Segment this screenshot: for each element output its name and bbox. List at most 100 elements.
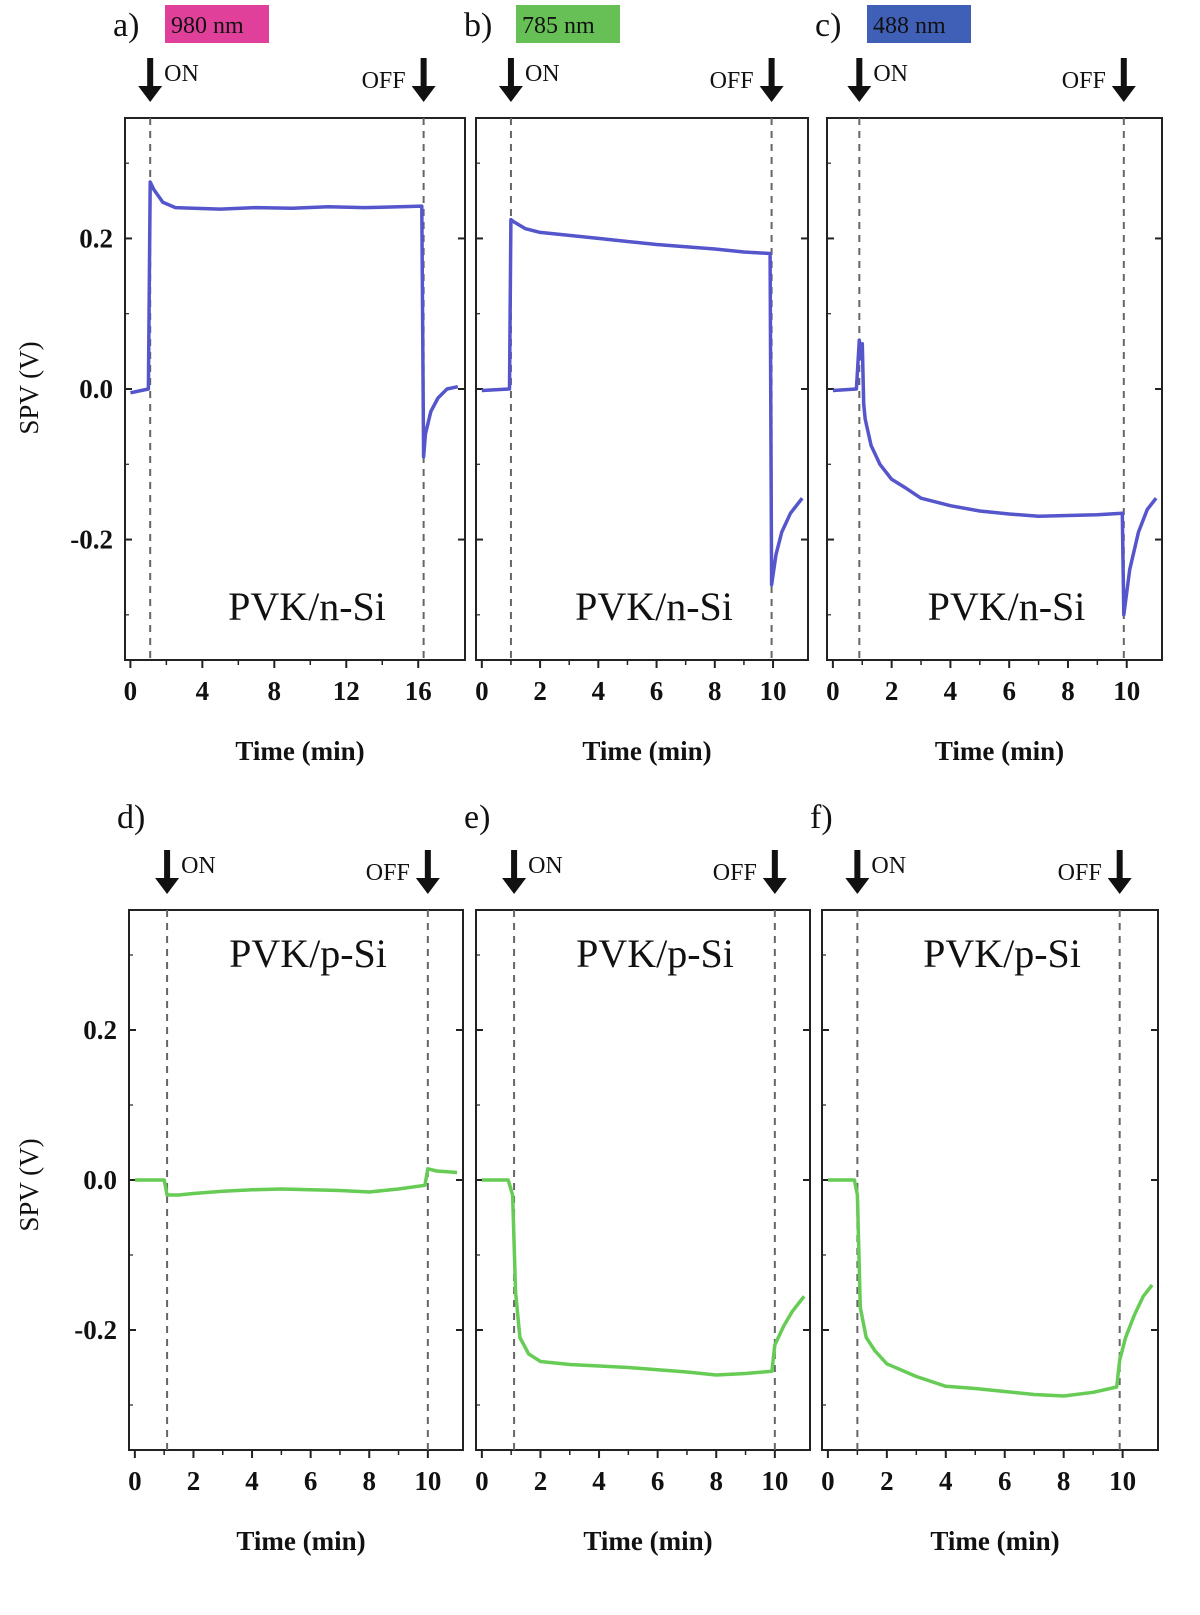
spv-series-line (130, 180, 459, 459)
off-arrow-icon (415, 850, 440, 894)
spv-series-line (481, 217, 804, 587)
x-axis-title: Time (min) (583, 1526, 712, 1556)
plot-frame (475, 117, 809, 661)
chart-panel: 0 2 4 6 8 10 Time (min) ON OFF f) PVK/p-Si (810, 799, 1159, 1556)
on-arrow-icon (138, 58, 163, 102)
on-arrow-icon (502, 850, 527, 894)
sample-label: PVK/p-Si (229, 931, 387, 976)
x-tick-label: 2 (880, 1466, 894, 1496)
plot-frame (826, 117, 1163, 661)
off-arrow-icon (762, 850, 787, 894)
x-tick-label: 10 (761, 1466, 788, 1496)
on-label: ON (181, 853, 216, 879)
x-tick-label: 10 (1113, 676, 1140, 706)
plot-frame (128, 909, 464, 1451)
on-label: ON (528, 853, 563, 879)
x-axis-title: Time (min) (935, 736, 1064, 766)
on-arrow-icon (845, 850, 870, 894)
panel-letter: f) (810, 799, 833, 836)
y-tick-label: 0.2 (83, 1015, 117, 1045)
x-tick-label: 6 (651, 1466, 665, 1496)
x-tick-label: 4 (245, 1466, 259, 1496)
spv-series-line (481, 1178, 806, 1377)
x-axis-title: Time (min) (930, 1526, 1059, 1556)
chart-panel: 0 2 4 6 8 10 Time (min) ON OFF c) 488 nm PVK/n-Si (815, 5, 1163, 766)
x-tick-label: 8 (362, 1466, 376, 1496)
plot-frame (821, 909, 1159, 1451)
wavelength-badge (867, 5, 971, 43)
chart-panel: 0 2 4 6 8 10 -0.2 0.0 0.2 Time (min) ON OFF d) PVK/p-… (74, 799, 464, 1556)
spv-series-line (832, 338, 1158, 617)
off-label: OFF (366, 860, 410, 886)
on-label: ON (873, 61, 908, 87)
spv-series-line (134, 1167, 458, 1197)
y-axis-title: SPV (V) (14, 341, 44, 434)
x-tick-label: 4 (196, 676, 210, 706)
x-tick-label: 4 (592, 676, 606, 706)
off-arrow-icon (411, 58, 436, 102)
plot-frame (124, 117, 466, 661)
x-tick-label: 10 (1109, 1466, 1136, 1496)
x-tick-label: 8 (268, 676, 282, 706)
x-tick-label: 4 (592, 1466, 606, 1496)
sample-label: PVK/p-Si (923, 931, 1081, 976)
sample-label: PVK/p-Si (576, 931, 734, 976)
y-tick-label: 0.0 (83, 1165, 117, 1195)
y-tick-label: 0.2 (79, 223, 113, 253)
sample-label: PVK/n-Si (575, 584, 733, 629)
arrow-head (845, 878, 870, 894)
chart-panel: 0 2 4 6 8 10 Time (min) ON OFF e) PVK/p-Si (464, 799, 811, 1556)
on-label: ON (164, 61, 199, 87)
y-tick-label: -0.2 (70, 525, 113, 555)
x-tick-label: 8 (708, 676, 722, 706)
off-label: OFF (1062, 68, 1106, 94)
x-tick-label: 16 (405, 676, 432, 706)
x-tick-label: 0 (821, 1466, 835, 1496)
off-label: OFF (710, 68, 754, 94)
arrow-head (411, 86, 436, 102)
on-arrow-icon (155, 850, 180, 894)
x-axis-title: Time (min) (582, 736, 711, 766)
x-tick-label: 8 (709, 1466, 723, 1496)
x-tick-label: 6 (304, 1466, 318, 1496)
x-tick-label: 0 (475, 676, 489, 706)
panels: 0 4 8 12 16 -0.2 0.0 0.2 Time (min) ON OFF a) 980 nm… (70, 5, 1163, 1556)
arrow-head (762, 878, 787, 894)
off-label: OFF (713, 860, 757, 886)
x-tick-label: 2 (534, 1466, 548, 1496)
x-tick-label: 8 (1057, 1466, 1071, 1496)
x-tick-label: 10 (414, 1466, 441, 1496)
wavelength-badge (165, 5, 269, 43)
wavelength-label: 980 nm (171, 13, 244, 39)
x-tick-label: 0 (128, 1466, 142, 1496)
x-tick-label: 6 (998, 1466, 1012, 1496)
panel-letter: c) (815, 7, 841, 44)
x-tick-label: 2 (533, 676, 547, 706)
x-tick-label: 6 (1002, 676, 1016, 706)
wavelength-badge (516, 5, 620, 43)
chart-panel: 0 2 4 6 8 10 Time (min) ON OFF b) 785 nm PVK/n-Si (464, 5, 809, 766)
x-axis-title: Time (min) (236, 1526, 365, 1556)
off-arrow-icon (759, 58, 784, 102)
chart-panel: 0 4 8 12 16 -0.2 0.0 0.2 Time (min) ON OFF a) 980 nm… (70, 5, 466, 766)
arrow-head (502, 878, 527, 894)
x-tick-label: 12 (333, 676, 360, 706)
wavelength-label: 785 nm (522, 13, 595, 39)
arrow-head (415, 878, 440, 894)
x-tick-label: 0 (826, 676, 840, 706)
y-tick-label: 0.0 (79, 374, 113, 404)
x-tick-label: 0 (124, 676, 138, 706)
x-tick-label: 4 (939, 1466, 953, 1496)
off-label: OFF (362, 68, 406, 94)
on-label: ON (871, 853, 906, 879)
y-axis-title: SPV (V) (14, 1138, 44, 1231)
y-axis-title-bottom: SPV (V) (14, 1138, 44, 1231)
off-label: OFF (1058, 860, 1102, 886)
spv-series-line (827, 1178, 1154, 1398)
arrow-head (138, 86, 163, 102)
x-tick-label: 2 (187, 1466, 201, 1496)
off-arrow-icon (1111, 58, 1136, 102)
panel-letter: d) (117, 799, 145, 836)
x-tick-label: 2 (885, 676, 899, 706)
x-tick-label: 6 (650, 676, 664, 706)
